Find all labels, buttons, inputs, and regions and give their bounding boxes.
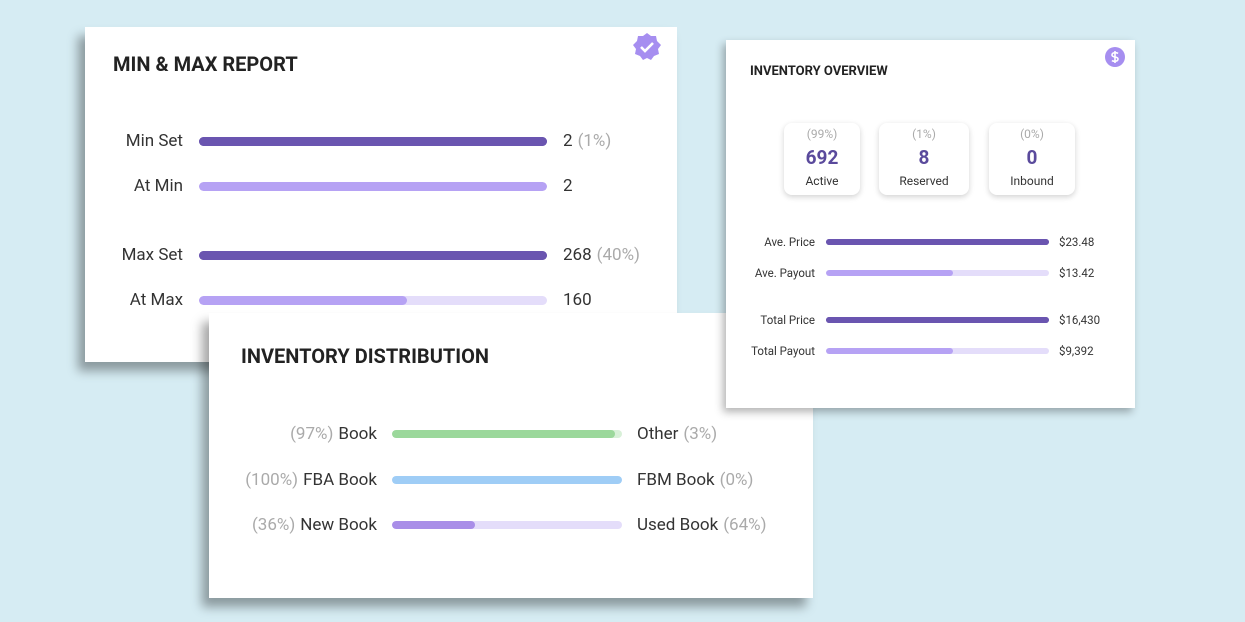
stat-value: 692 [805, 146, 839, 169]
percent: (0%) [719, 470, 754, 490]
stat-label: Active [805, 174, 839, 188]
label: Book [338, 424, 377, 444]
card-title: MIN & MAX REPORT [113, 52, 298, 76]
bar-track [826, 270, 1049, 276]
distribution-card: INVENTORY DISTRIBUTION (97%) Book Other (3%… [209, 313, 813, 598]
percent: (100%) [245, 470, 299, 490]
right-label: FBM Book (0%) [637, 469, 753, 491]
bar-fill [199, 250, 547, 260]
metric-value: $13.42 [1059, 266, 1095, 280]
right-label: Other (3%) [637, 423, 717, 445]
bar-fill [826, 317, 1049, 323]
min-max-card: MIN & MAX REPORT Min Set 2 (1%) At Min 2 Max … [85, 27, 677, 362]
stat-percent: (1%) [912, 127, 936, 141]
row-label: Max Set [121, 245, 183, 265]
bar-track [392, 476, 622, 484]
row-label: Min Set [125, 131, 183, 151]
bar-track [392, 430, 622, 438]
stat-value: 0 [1026, 146, 1038, 169]
stat-label: Reserved [899, 174, 949, 188]
label: FBM Book [637, 470, 715, 490]
metric-value: $9,392 [1059, 344, 1094, 358]
label: Used Book [637, 515, 719, 535]
percent: (1%) [577, 131, 612, 151]
bar-fill [826, 348, 954, 354]
metric-label: Ave. Price [764, 235, 815, 249]
stat-percent: (99%) [806, 127, 838, 141]
stat-label: Inbound [1010, 174, 1054, 188]
metric-label: Total Payout [751, 344, 815, 358]
stat-box: (1%) 8 Reserved [879, 123, 969, 195]
metric-label: Ave. Payout [754, 266, 815, 280]
row-value: 268 (40%) [563, 244, 640, 266]
bar-fill [392, 430, 616, 438]
bar-track [199, 250, 547, 260]
left-label: (97%) Book [290, 423, 377, 445]
label: New Book [300, 515, 377, 535]
row-label: At Min [133, 176, 183, 196]
stat-box: (0%) 0 Inbound [989, 123, 1075, 195]
label: FBA Book [303, 470, 377, 490]
bar-fill [392, 476, 622, 484]
bar-track [826, 317, 1049, 323]
percent: (97%) [290, 424, 334, 444]
bar-track [199, 181, 547, 191]
percent: (64%) [723, 515, 767, 535]
row-value: 2 (1%) [563, 130, 611, 152]
bar-fill [826, 239, 1049, 245]
metric-label: Total Price [760, 313, 815, 327]
bar-track [392, 521, 622, 529]
dollar-icon [1105, 47, 1125, 67]
card-title: INVENTORY OVERVIEW [750, 64, 888, 79]
metric-value: $16,430 [1059, 313, 1101, 327]
bar-track [826, 348, 1049, 354]
bar-track [826, 239, 1049, 245]
metric-value: $23.48 [1059, 235, 1095, 249]
stat-value: 8 [918, 146, 930, 169]
value: 268 [563, 245, 592, 265]
bar-fill [199, 295, 407, 305]
row-value: 2 [563, 175, 573, 197]
bar-track [199, 136, 547, 146]
label: Other [637, 424, 679, 444]
stat-box: (99%) 692 Active [784, 123, 860, 195]
left-label: (36%) New Book [252, 514, 377, 536]
bar-fill [826, 270, 954, 276]
verified-icon [633, 33, 661, 60]
value: 2 [563, 131, 573, 151]
row-label: At Max [129, 290, 183, 310]
left-label: (100%) FBA Book [245, 469, 377, 491]
percent: (36%) [251, 515, 296, 535]
right-label: Used Book (64%) [637, 514, 767, 536]
percent: (40%) [596, 245, 640, 265]
stat-percent: (0%) [1020, 127, 1044, 141]
card-title: INVENTORY DISTRIBUTION [241, 344, 490, 368]
value: 2 [563, 176, 573, 196]
bar-fill [199, 136, 547, 146]
bar-fill [392, 521, 475, 529]
row-value: 160 [563, 289, 592, 311]
value: 160 [563, 290, 592, 310]
bar-fill [199, 181, 547, 191]
overview-card: INVENTORY OVERVIEW (99%) 692 Active (1%) 8 Re… [726, 40, 1135, 408]
bar-track [199, 295, 547, 305]
percent: (3%) [683, 424, 718, 444]
